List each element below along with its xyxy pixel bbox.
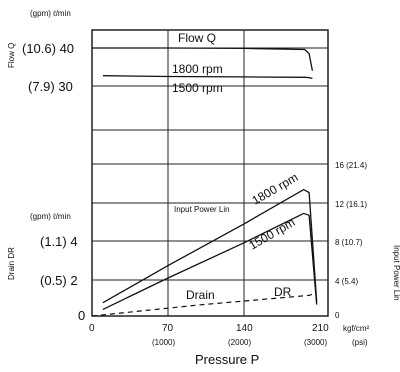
power-series-1800-rpm-line	[102, 188, 318, 304]
plot-frame	[91, 29, 329, 317]
x-psi-2000: (2000)	[228, 338, 251, 347]
drain-axis-units: (gpm) ℓ/min	[30, 212, 71, 221]
flow-series-1800-rpm-line	[92, 47, 314, 71]
series-layer	[91, 47, 318, 317]
power-1800-label: 1800 rpm	[250, 170, 301, 207]
flow-title: Flow Q	[178, 31, 216, 45]
flow-1800-label: 1800 rpm	[172, 62, 223, 76]
x-tick-0: 0	[89, 323, 95, 334]
drain-tick-4: (1.1) 4	[40, 234, 78, 249]
x-tick-140: 140	[236, 323, 253, 334]
drain-tick-2: (0.5) 2	[40, 273, 78, 288]
power-tick-16: 16 (21.4)	[335, 161, 367, 170]
input-power-label: Input Power Lin	[174, 205, 230, 214]
dr-label: DR	[274, 285, 292, 299]
x-unit-psi: (psi)	[352, 338, 368, 347]
x-unit-kgf: kgf/cm²	[343, 324, 370, 333]
drain-tick-0: 0	[78, 308, 85, 323]
x-tick-210: 210	[312, 323, 329, 334]
flow-1500-label: 1500 rpm	[172, 81, 223, 95]
x-axis-label: Pressure P	[195, 352, 259, 367]
x-tick-70: 70	[162, 323, 174, 334]
power-1500-label: 1500 rpm	[247, 215, 298, 252]
flow-axis-label: Flow Q	[7, 43, 16, 68]
power-tick-0: 0	[335, 311, 340, 320]
flow-tick-40: (10.6) 40	[22, 41, 74, 56]
flow-axis-units: (gpm) ℓ/min	[30, 9, 71, 18]
drain-label: Drain	[186, 288, 215, 302]
power-tick-8: 8 (10.7)	[335, 238, 363, 247]
drain-axis-label: Drain DR	[7, 247, 16, 280]
power-series-1500-rpm-line	[102, 212, 318, 310]
drain-series-drain-dr-line	[91, 292, 315, 317]
x-psi-1000: (1000)	[152, 338, 175, 347]
flow-tick-30: (7.9) 30	[28, 79, 73, 94]
flow-series-1500-rpm-line	[102, 75, 313, 80]
power-axis-label: Input Power Lin	[392, 245, 400, 301]
power-tick-12: 12 (16.1)	[335, 200, 367, 209]
x-psi-3000: (3000)	[304, 338, 327, 347]
power-tick-4: 4 (5.4)	[335, 277, 358, 286]
